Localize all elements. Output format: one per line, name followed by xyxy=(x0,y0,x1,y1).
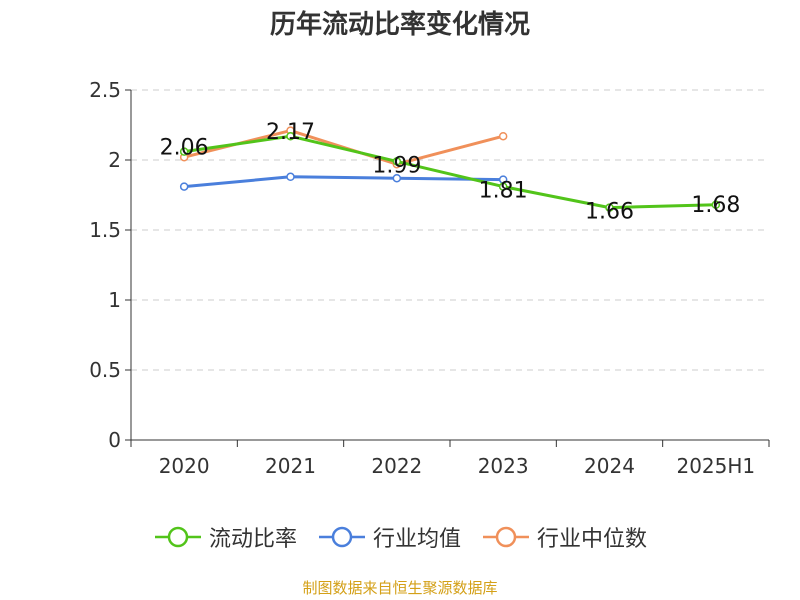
data-point xyxy=(498,131,508,141)
y-tick-label: 1.5 xyxy=(89,218,121,242)
x-tick-label: 2020 xyxy=(159,454,210,478)
data-point xyxy=(286,172,295,182)
data-point xyxy=(605,203,614,212)
legend-item[interactable]: 行业中位数 xyxy=(481,521,647,553)
legend-label: 行业均值 xyxy=(372,527,461,552)
y-tick-label: 2 xyxy=(108,148,121,172)
data-point xyxy=(179,182,189,191)
series-line xyxy=(183,134,716,210)
y-tick-label: 1 xyxy=(108,288,121,312)
legend-label: 行业中位数 xyxy=(537,527,648,552)
y-tick-label: 2.5 xyxy=(89,78,121,102)
data-point xyxy=(711,200,721,210)
series-layer xyxy=(179,126,721,212)
data-label: 1.81 xyxy=(479,179,528,204)
data-point xyxy=(179,147,189,156)
data-label: 1.99 xyxy=(372,153,421,178)
x-tick-label: 2022 xyxy=(371,454,422,478)
data-point xyxy=(286,131,295,141)
legend: 流动比率 行业均值 行业中位数 xyxy=(0,520,800,554)
legend-marker-icon xyxy=(154,526,201,548)
data-label-layer: 2.06 2.17 1.99 1.81 1.66 1.68 xyxy=(160,120,741,224)
x-tick-label: 2021 xyxy=(265,454,316,478)
x-tick-label: 2024 xyxy=(584,454,635,478)
data-label: 1.68 xyxy=(691,193,740,218)
legend-item[interactable]: 流动比率 xyxy=(153,521,297,553)
legend-marker-icon xyxy=(483,526,529,548)
data-label: 2.17 xyxy=(266,120,315,145)
data-label: 2.06 xyxy=(160,136,209,161)
data-point xyxy=(392,157,402,166)
y-tick-label: 0.5 xyxy=(89,358,121,382)
data-label: 1.66 xyxy=(585,200,634,225)
source-note: 制图数据来自恒生聚源数据库 xyxy=(302,579,498,597)
line-chart: 0 0.5 1 1.5 2 2.5 2020 2021 2022 2023 2024 2025H1 2… xyxy=(89,78,770,478)
axis-layer: 0 0.5 1 1.5 2 2.5 2020 2021 2022 2023 2024 2025H1 xyxy=(89,78,770,478)
grid-layer xyxy=(131,89,769,371)
legend-label: 流动比率 xyxy=(208,527,297,552)
data-point xyxy=(392,173,402,183)
series-line xyxy=(184,175,504,189)
y-tick-label: 0 xyxy=(108,428,121,452)
x-tick-label: 2023 xyxy=(478,454,529,478)
legend-marker-icon xyxy=(318,526,365,548)
data-point xyxy=(498,182,508,191)
chart-title: 历年流动比率变化情况 xyxy=(269,10,530,40)
x-tick-label: 2025H1 xyxy=(676,454,755,478)
legend-item[interactable]: 行业均值 xyxy=(317,521,461,553)
